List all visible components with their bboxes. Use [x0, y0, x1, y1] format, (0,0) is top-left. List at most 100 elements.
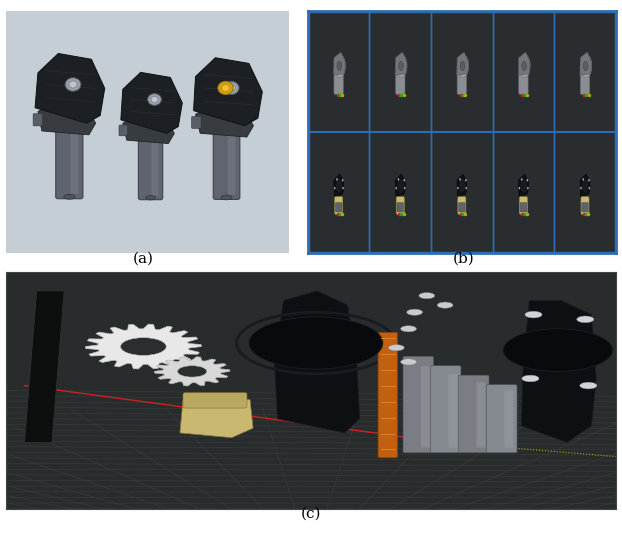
Circle shape [407, 309, 422, 316]
FancyBboxPatch shape [457, 72, 466, 95]
Circle shape [419, 293, 435, 299]
Circle shape [121, 338, 166, 355]
Polygon shape [333, 52, 345, 75]
Circle shape [404, 187, 406, 189]
FancyBboxPatch shape [334, 72, 343, 95]
FancyBboxPatch shape [476, 382, 485, 448]
Polygon shape [457, 174, 466, 196]
Polygon shape [35, 53, 104, 123]
FancyBboxPatch shape [504, 391, 513, 448]
Circle shape [520, 178, 527, 193]
Polygon shape [180, 395, 253, 437]
Circle shape [249, 317, 383, 369]
FancyBboxPatch shape [138, 132, 163, 200]
FancyBboxPatch shape [183, 393, 247, 408]
Circle shape [396, 187, 397, 189]
Circle shape [404, 179, 405, 181]
Circle shape [457, 187, 458, 189]
Circle shape [397, 178, 404, 193]
FancyBboxPatch shape [486, 385, 517, 453]
Text: (a): (a) [132, 251, 154, 265]
Circle shape [525, 311, 542, 318]
Circle shape [519, 187, 520, 189]
Circle shape [583, 61, 588, 71]
Circle shape [460, 178, 461, 181]
Circle shape [221, 84, 230, 91]
Circle shape [69, 81, 77, 88]
Circle shape [527, 179, 528, 181]
Polygon shape [457, 52, 468, 75]
Circle shape [522, 61, 526, 71]
FancyBboxPatch shape [151, 142, 159, 195]
Circle shape [522, 375, 539, 382]
FancyBboxPatch shape [70, 133, 78, 194]
Polygon shape [334, 54, 345, 77]
FancyBboxPatch shape [335, 197, 343, 214]
Polygon shape [457, 54, 468, 77]
FancyBboxPatch shape [580, 72, 590, 95]
Circle shape [388, 345, 404, 351]
Polygon shape [580, 174, 590, 196]
Circle shape [337, 61, 341, 71]
FancyBboxPatch shape [458, 375, 489, 453]
Polygon shape [580, 52, 592, 75]
FancyBboxPatch shape [519, 197, 527, 214]
Circle shape [335, 178, 343, 193]
FancyBboxPatch shape [421, 366, 430, 448]
Polygon shape [396, 174, 405, 196]
Circle shape [337, 178, 338, 181]
FancyBboxPatch shape [403, 356, 434, 453]
Circle shape [466, 187, 467, 189]
Circle shape [177, 366, 207, 377]
Circle shape [521, 178, 522, 181]
Polygon shape [519, 54, 530, 77]
Text: (c): (c) [301, 507, 321, 521]
Circle shape [503, 329, 613, 372]
Circle shape [399, 61, 403, 71]
Circle shape [147, 94, 162, 106]
Polygon shape [519, 174, 528, 196]
Circle shape [334, 187, 335, 189]
Circle shape [151, 96, 158, 102]
Circle shape [342, 179, 343, 181]
Polygon shape [121, 72, 182, 133]
FancyBboxPatch shape [430, 366, 461, 453]
Circle shape [580, 187, 582, 189]
Circle shape [460, 61, 465, 71]
Circle shape [580, 382, 597, 389]
Circle shape [224, 82, 239, 95]
Circle shape [65, 78, 81, 91]
Polygon shape [154, 357, 230, 386]
Circle shape [458, 178, 466, 193]
Polygon shape [195, 107, 253, 137]
FancyBboxPatch shape [397, 202, 404, 212]
FancyBboxPatch shape [119, 125, 128, 136]
Circle shape [398, 178, 399, 181]
Polygon shape [193, 58, 262, 126]
Circle shape [437, 302, 453, 308]
Text: (b): (b) [453, 251, 474, 265]
Circle shape [343, 187, 344, 189]
FancyBboxPatch shape [520, 202, 527, 212]
FancyBboxPatch shape [458, 197, 466, 214]
FancyBboxPatch shape [228, 135, 235, 195]
FancyBboxPatch shape [458, 202, 465, 212]
Polygon shape [395, 52, 407, 75]
FancyBboxPatch shape [335, 202, 342, 212]
FancyBboxPatch shape [33, 114, 43, 126]
Polygon shape [274, 291, 360, 433]
FancyBboxPatch shape [56, 121, 83, 199]
Polygon shape [518, 52, 530, 75]
Circle shape [577, 316, 594, 323]
Polygon shape [38, 104, 96, 135]
FancyBboxPatch shape [213, 124, 240, 200]
FancyBboxPatch shape [192, 116, 201, 128]
Circle shape [465, 179, 466, 181]
Polygon shape [85, 324, 202, 369]
Ellipse shape [146, 196, 156, 200]
FancyBboxPatch shape [378, 332, 397, 458]
Ellipse shape [63, 194, 75, 199]
FancyBboxPatch shape [519, 72, 528, 95]
Polygon shape [396, 54, 407, 77]
FancyBboxPatch shape [582, 202, 588, 212]
